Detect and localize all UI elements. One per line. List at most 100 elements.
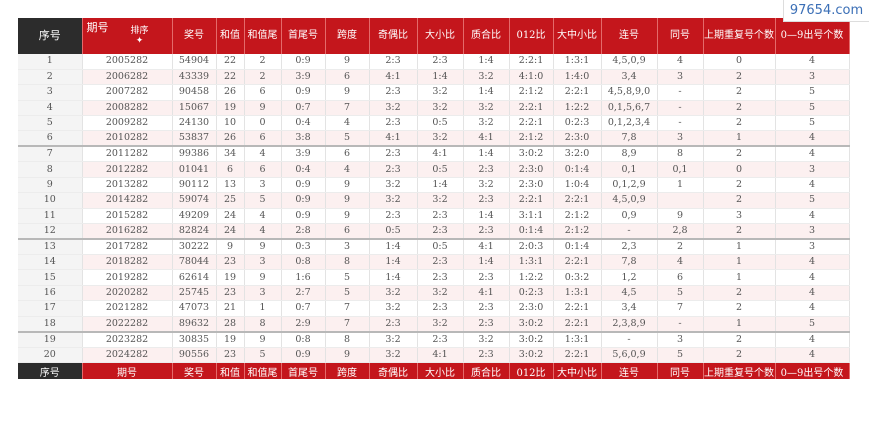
cell-prime-composite: 4:1 bbox=[463, 238, 510, 255]
cell-sum: 23 bbox=[216, 347, 245, 363]
cell-sum: 21 bbox=[216, 300, 245, 317]
cell-span: 7 bbox=[325, 300, 370, 317]
cell-missing: 4 bbox=[775, 269, 850, 286]
cell-big-mid-small: 1:3:1 bbox=[553, 285, 602, 302]
cell-first-last: 0:9 bbox=[281, 54, 326, 70]
cell-consecutive: 2,3 bbox=[601, 238, 658, 255]
cell-sum-tail: 1 bbox=[244, 300, 282, 317]
cell-number: 99386 bbox=[172, 145, 217, 163]
cell-index: 14 bbox=[18, 254, 83, 271]
cell-period: 2011282 bbox=[82, 145, 173, 163]
cell-ratio-012: 3:1:1 bbox=[509, 208, 554, 225]
cell-missing: 3 bbox=[775, 223, 850, 240]
cell-missing: 4 bbox=[775, 300, 850, 317]
cell-same: 3 bbox=[657, 69, 704, 86]
cell-big-mid-small: 2:2:1 bbox=[553, 300, 602, 317]
cell-sum-tail: 2 bbox=[244, 69, 282, 86]
footer-odd-even: 奇偶比 bbox=[369, 362, 418, 380]
cell-index: 12 bbox=[18, 223, 83, 240]
cell-index: 17 bbox=[18, 300, 83, 317]
cell-span: 5 bbox=[325, 269, 370, 286]
cell-same: - bbox=[657, 316, 704, 333]
cell-span: 6 bbox=[325, 223, 370, 240]
cell-big-small: 3:2 bbox=[417, 84, 464, 101]
cell-sum: 19 bbox=[216, 330, 245, 348]
cell-number: 82824 bbox=[172, 223, 217, 240]
cell-index: 5 bbox=[18, 115, 83, 132]
cell-repeat-prev: 2 bbox=[703, 285, 776, 302]
cell-big-mid-small: 1:3:1 bbox=[553, 330, 602, 348]
cell-sum-tail: 9 bbox=[244, 330, 282, 348]
cell-big-mid-small: 1:2:2 bbox=[553, 100, 602, 117]
cell-number: 62614 bbox=[172, 269, 217, 286]
cell-index: 13 bbox=[18, 238, 83, 255]
cell-prime-composite: 2:3 bbox=[463, 300, 510, 317]
cell-repeat-prev: 0 bbox=[703, 54, 776, 70]
cell-big-mid-small: 2:3:0 bbox=[553, 130, 602, 147]
cell-odd-even: 1:4 bbox=[369, 269, 418, 286]
cell-big-small: 3:2 bbox=[417, 192, 464, 209]
cell-ratio-012: 3:0:2 bbox=[509, 330, 554, 348]
cell-sum: 19 bbox=[216, 269, 245, 286]
col-header-number: 奖号 bbox=[172, 18, 217, 54]
cell-index: 9 bbox=[18, 177, 83, 194]
cell-span: 9 bbox=[325, 177, 370, 194]
cell-odd-even: 2:3 bbox=[369, 115, 418, 132]
cell-prime-composite: 3:2 bbox=[463, 100, 510, 117]
cell-first-last: 2:9 bbox=[281, 316, 326, 333]
col-header-period[interactable]: 期号 排序 ✦ bbox=[82, 18, 173, 54]
footer-index: 序号 bbox=[18, 362, 83, 380]
cell-repeat-prev: 0 bbox=[703, 161, 776, 178]
cell-odd-even: 3:2 bbox=[369, 285, 418, 302]
col-header-repeat-prev: 上期重复号个数 bbox=[703, 18, 776, 54]
cell-ratio-012: 1:2:2 bbox=[509, 269, 554, 286]
cell-index: 1 bbox=[18, 54, 83, 70]
cell-sum-tail: 3 bbox=[244, 285, 282, 302]
cell-sum: 24 bbox=[216, 223, 245, 240]
sort-button[interactable]: 排序 ✦ bbox=[131, 26, 149, 46]
cell-missing: 4 bbox=[775, 130, 850, 147]
cell-big-small: 0:5 bbox=[417, 161, 464, 178]
cell-first-last: 0:8 bbox=[281, 254, 326, 271]
footer-number: 奖号 bbox=[172, 362, 217, 380]
col-header-prime-composite: 质合比 bbox=[463, 18, 510, 54]
table-row: 1 2005282 54904 22 2 0:9 9 2:3 2:3 1:4 2:2:1 1:3:1 4… bbox=[18, 54, 850, 70]
cell-index: 15 bbox=[18, 269, 83, 286]
table-row: 7 2011282 99386 34 4 3:9 6 2:3 4:1 1:4 3:0:2 3:2:0 8… bbox=[18, 145, 850, 163]
cell-big-small: 3:2 bbox=[417, 100, 464, 117]
cell-period: 2013282 bbox=[82, 177, 173, 194]
cell-number: 47073 bbox=[172, 300, 217, 317]
footer-big-small: 大小比 bbox=[417, 362, 464, 380]
cell-prime-composite: 1:4 bbox=[463, 145, 510, 163]
cell-big-mid-small: 1:4:0 bbox=[553, 69, 602, 86]
cell-sum: 23 bbox=[216, 254, 245, 271]
cell-big-small: 0:5 bbox=[417, 238, 464, 255]
footer-same: 同号 bbox=[657, 362, 704, 380]
cell-odd-even: 2:3 bbox=[369, 145, 418, 163]
cell-consecutive: - bbox=[601, 223, 658, 240]
cell-span: 7 bbox=[325, 100, 370, 117]
cell-same: 4 bbox=[657, 54, 704, 70]
cell-sum-tail: 6 bbox=[244, 84, 282, 101]
cell-period: 2012282 bbox=[82, 161, 173, 178]
table-row: 18 2022282 89632 28 8 2:9 7 2:3 3:2 2:3 3:0:2 2:2:1… bbox=[18, 316, 850, 333]
cell-consecutive: 3,4 bbox=[601, 300, 658, 317]
cell-repeat-prev: 1 bbox=[703, 269, 776, 286]
cell-index: 10 bbox=[18, 192, 83, 209]
cell-sum-tail: 6 bbox=[244, 161, 282, 178]
footer-prime-composite: 质合比 bbox=[463, 362, 510, 380]
col-header-consecutive: 连号 bbox=[601, 18, 658, 54]
cell-missing: 5 bbox=[775, 100, 850, 117]
table-row: 8 2012282 01041 6 6 0:4 4 2:3 0:5 2:3 2:3:0 0:1:4 0,… bbox=[18, 161, 850, 178]
cell-odd-even: 2:3 bbox=[369, 208, 418, 225]
cell-first-last: 0:3 bbox=[281, 238, 326, 255]
cell-big-mid-small: 3:2:0 bbox=[553, 145, 602, 163]
cell-consecutive: 0,1,2,3,4 bbox=[601, 115, 658, 132]
cell-period: 2023282 bbox=[82, 330, 173, 348]
cell-repeat-prev: 2 bbox=[703, 330, 776, 348]
cell-span: 9 bbox=[325, 54, 370, 70]
table-row: 17 2021282 47073 21 1 0:7 7 3:2 2:3 2:3 2:3:0 2:2:1… bbox=[18, 300, 850, 317]
cell-repeat-prev: 2 bbox=[703, 177, 776, 194]
cell-index: 16 bbox=[18, 285, 83, 302]
cell-ratio-012: 2:3:0 bbox=[509, 161, 554, 178]
